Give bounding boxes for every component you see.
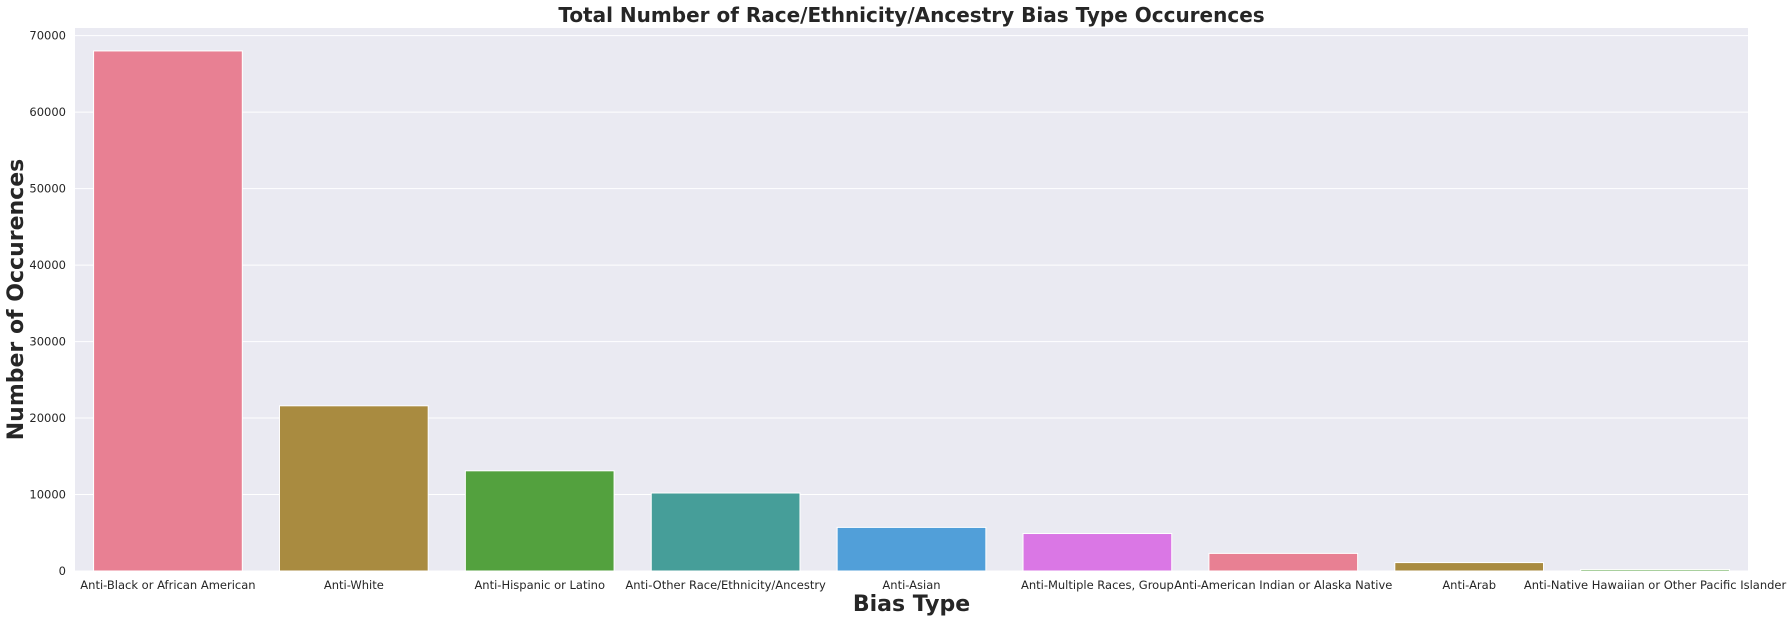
x-tick-label: Anti-Native Hawaiian or Other Pacific Is…: [1524, 578, 1787, 592]
x-tick-label: Anti-Multiple Races, Group: [1021, 578, 1174, 592]
bar: [1022, 533, 1173, 572]
y-tick-label: 0: [59, 564, 66, 578]
y-tick-labels: 0 10000 20000 30000 40000 50000 60000 70000: [29, 29, 66, 578]
bar: [836, 526, 987, 572]
y-tick-label: 70000: [29, 29, 66, 43]
bar: [1208, 552, 1359, 572]
x-tick-labels: Anti-Black or African American Anti-White…: [80, 578, 1786, 592]
x-tick-label: Anti-Hispanic or Latino: [474, 578, 605, 592]
y-tick-label: 30000: [29, 335, 66, 349]
bars: [93, 50, 1730, 572]
y-axis-title: Number of Occurences: [4, 159, 29, 440]
x-tick-label: Anti-Black or African American: [80, 578, 255, 592]
x-tick-label: Anti-Asian: [882, 578, 940, 592]
x-tick-label: Anti-White: [324, 578, 384, 592]
bar: [1580, 568, 1730, 572]
bar: [93, 50, 243, 572]
bar: [464, 470, 615, 572]
y-tick-label: 10000: [29, 488, 66, 502]
bar: [278, 405, 429, 572]
x-tick-label: Anti-Arab: [1442, 578, 1496, 592]
chart-title: Total Number of Race/Ethnicity/Ancestry …: [558, 3, 1264, 27]
x-tick-label: Anti-Other Race/Ethnicity/Ancestry: [625, 578, 826, 592]
x-tick-label: Anti-American Indian or Alaska Native: [1174, 578, 1392, 592]
bar: [650, 492, 801, 572]
y-tick-label: 20000: [29, 411, 66, 425]
bar: [1394, 562, 1545, 572]
y-tick-label: 40000: [29, 258, 66, 272]
y-tick-label: 50000: [29, 182, 66, 196]
x-axis-title: Bias Type: [853, 592, 970, 617]
y-tick-label: 60000: [29, 105, 66, 119]
